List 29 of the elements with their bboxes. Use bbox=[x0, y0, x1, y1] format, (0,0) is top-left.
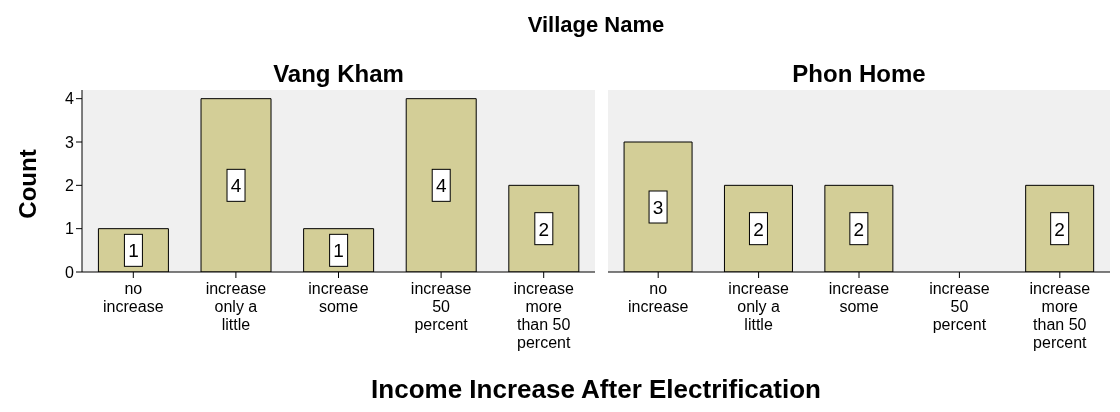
x-tick-label: increase only a little bbox=[728, 280, 789, 333]
x-tick-label: increase more than 50 percent bbox=[513, 280, 575, 351]
data-label: 2 bbox=[1054, 218, 1065, 240]
data-label: 2 bbox=[853, 218, 865, 240]
y-axis-title: Count bbox=[14, 149, 42, 219]
text: Village Name bbox=[526, 12, 666, 38]
y-tick-label: 1 bbox=[65, 220, 75, 238]
x-tick-label: increase 50 percent bbox=[410, 280, 472, 333]
y-tick-label: 2 bbox=[65, 177, 75, 195]
data-label: 2 bbox=[753, 218, 764, 240]
x-tick-label: increase more than 50 percent bbox=[1029, 280, 1091, 351]
x-tick-label: no increase bbox=[627, 280, 689, 315]
y-tick-label: 4 bbox=[65, 90, 75, 108]
y-tick-label: 3 bbox=[65, 133, 75, 151]
chart-title: Vang Kham bbox=[272, 60, 405, 88]
chart-title: Phon Home bbox=[791, 60, 927, 88]
x-tick-label: increase 50 percent bbox=[929, 280, 990, 333]
data-label: 1 bbox=[128, 240, 139, 262]
x-tick-label: increase some bbox=[308, 280, 369, 315]
y-tick-label: 0 bbox=[65, 263, 75, 281]
x-tick-label: increase some bbox=[828, 280, 890, 315]
data-label: 4 bbox=[435, 175, 447, 197]
x-tick-label: no increase bbox=[103, 280, 164, 315]
data-label: 1 bbox=[333, 240, 344, 262]
data-label: 3 bbox=[652, 197, 664, 218]
data-label: 4 bbox=[230, 175, 242, 197]
data-label: 2 bbox=[538, 218, 550, 240]
x-axis-title: Income Increase After Electrification bbox=[370, 374, 822, 405]
x-tick-label: increase only a little bbox=[205, 280, 267, 333]
